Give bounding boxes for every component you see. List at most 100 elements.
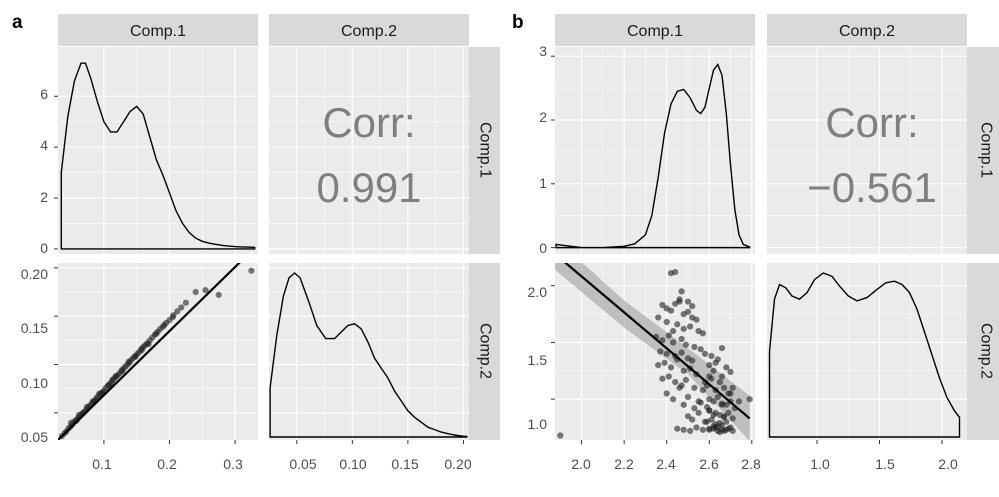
panel-letter-b: b: [512, 12, 524, 33]
x-tick-label: 0.05: [289, 456, 316, 472]
scatter-point: [725, 409, 732, 416]
scatter-point: [678, 335, 685, 343]
scatter-point: [697, 346, 704, 353]
scatter-point: [710, 423, 717, 430]
panel-density-comp1: [58, 47, 258, 254]
scatter-point: [712, 359, 719, 366]
y-tick-label: 0.10: [21, 375, 48, 391]
scatter-point: [661, 359, 668, 366]
corr-value-b: −0.561: [807, 164, 937, 211]
scatter-point: [727, 368, 734, 375]
y-axis-density-comp1-b: 0 1 2 3: [539, 43, 547, 256]
y-tick-label: 4: [40, 137, 48, 153]
y-axis-scatter-a: 0.05 0.10 0.15 0.20: [21, 266, 48, 445]
scatter-point: [670, 328, 677, 335]
x-tick-label: 2.6: [699, 456, 719, 472]
panel-corr: [767, 47, 967, 254]
scatter-point: [684, 308, 692, 315]
scatter-point: [68, 419, 75, 426]
strip-top-comp2: [767, 14, 967, 46]
x-axis-comp2-b: 1.0 1.5 2.0: [810, 456, 958, 472]
scatter-point: [729, 415, 736, 422]
scatter-point: [680, 325, 687, 332]
panel-scatter: [58, 263, 258, 440]
x-axis-comp1-b: 2.0 2.2 2.4 2.6 2.8: [571, 456, 761, 472]
scatter-point: [691, 384, 698, 391]
scatter-point: [718, 426, 726, 433]
scatter-point: [699, 387, 707, 394]
x-tick-label: 1.5: [875, 456, 895, 472]
scatter-point: [718, 401, 726, 408]
scatter-point: [704, 404, 711, 411]
scatter-point: [689, 303, 696, 310]
strip-right-comp2: [469, 263, 500, 440]
scatter-point: [710, 398, 717, 405]
y-tick-label: 1: [539, 175, 547, 191]
strip-right-comp1-label: Comp.1: [978, 122, 995, 178]
scatter-point: [697, 399, 704, 406]
scatter-point: [659, 301, 666, 309]
density-curve-comp1: [60, 62, 256, 250]
scatter-point: [695, 409, 702, 416]
y-tick-label: 0: [539, 240, 547, 256]
scatter-point: [708, 375, 715, 382]
scatter-point: [667, 364, 675, 371]
scatter-point: [699, 330, 707, 337]
scatter-point: [89, 398, 96, 405]
scatter-point: [676, 384, 683, 391]
scatter-point: [665, 332, 672, 339]
pair-plot-a: Comp.1 Comp.2 Comp.1 Comp.2 Corr: 0.991 …: [21, 14, 500, 472]
scatter-point: [678, 288, 685, 295]
y-axis-scatter-b: 1.0 1.5 2.0: [528, 284, 548, 432]
scatter-point: [96, 390, 103, 397]
density-curve-comp1: [555, 63, 751, 249]
scatter-point: [674, 321, 681, 328]
scatter-point: [699, 426, 707, 433]
scatter-point: [691, 343, 698, 351]
scatter-point: [710, 411, 717, 419]
corr-label-b: Corr:: [825, 99, 918, 146]
strip-top-comp1-label: Comp.1: [130, 23, 186, 40]
scatter-point: [680, 367, 687, 374]
y-tick-label: 0.15: [21, 320, 48, 336]
scatter-point: [693, 424, 700, 431]
scatter-point: [663, 318, 670, 326]
scatter-point: [672, 269, 679, 276]
strip-top-comp2-label: Comp.2: [839, 23, 895, 40]
scatter-layer: [58, 263, 255, 440]
scatter-point: [682, 341, 690, 348]
scatter-point: [689, 416, 696, 423]
scatter-point: [663, 350, 670, 357]
corr-value-a: 0.991: [316, 164, 421, 211]
scatter-point: [672, 379, 679, 386]
scatter-point: [655, 362, 662, 369]
scatter-point: [723, 401, 730, 408]
scatter-point: [721, 414, 728, 421]
x-tick-label: 0.10: [339, 456, 366, 472]
scatter-point: [174, 308, 181, 315]
scatter-point: [178, 304, 185, 311]
scatter-point: [723, 426, 730, 433]
scatter-point: [701, 350, 709, 357]
scatter-point: [701, 418, 709, 425]
fit-line: [58, 263, 241, 440]
scatter-point: [706, 362, 713, 369]
y-tick-label: 6: [40, 86, 48, 102]
scatter-point: [655, 314, 662, 321]
strip-top-comp2-label: Comp.2: [341, 23, 397, 40]
scatter-point: [680, 426, 687, 433]
panel-density-comp1: [555, 47, 755, 254]
y-axis-density-comp1-a: 0 2 4 6: [40, 86, 48, 256]
panel-letter-a: a: [12, 12, 23, 33]
strip-right-comp1-label: Comp.1: [477, 122, 494, 178]
x-tick-label: 0.3: [223, 456, 243, 472]
scatter-point: [708, 352, 715, 360]
strip-right-comp2-label: Comp.2: [978, 323, 995, 379]
scatter-point: [192, 288, 199, 296]
x-tick-label: 2.2: [614, 456, 634, 472]
scatter-layer: [555, 263, 753, 440]
scatter-point: [83, 404, 90, 411]
y-tick-label: 2: [40, 189, 48, 205]
